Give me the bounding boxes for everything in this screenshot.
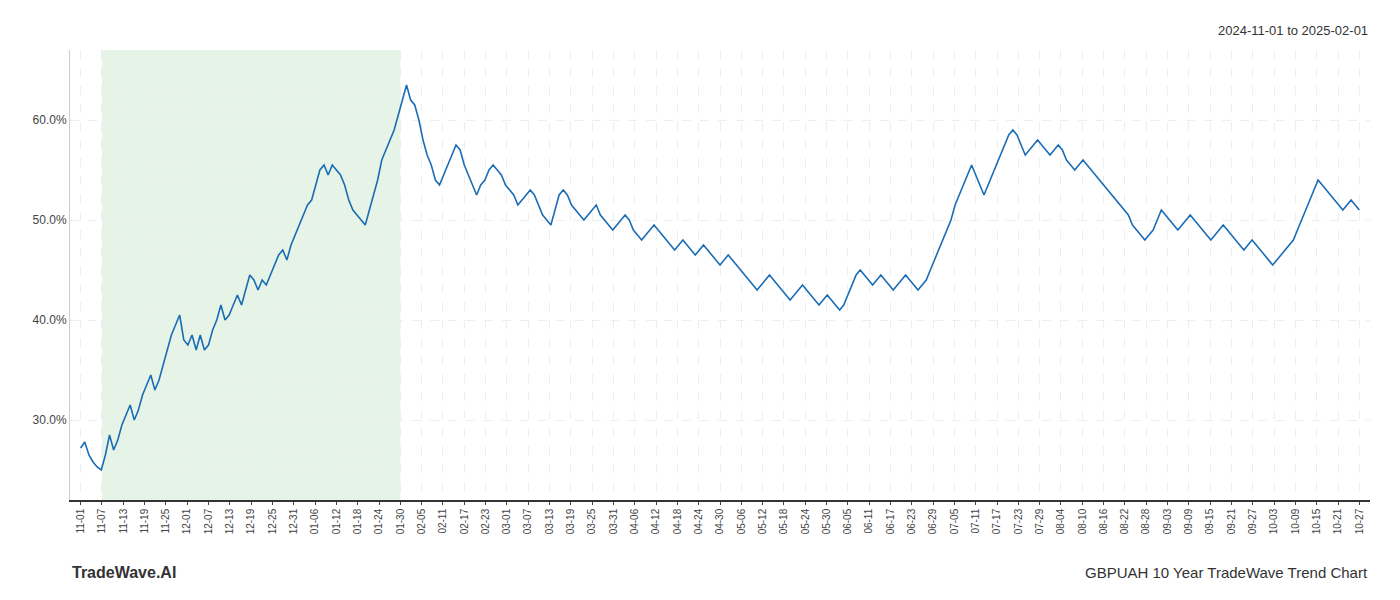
svg-text:04-18: 04-18 xyxy=(672,508,683,534)
svg-text:02-05: 02-05 xyxy=(416,508,427,534)
svg-text:04-30: 04-30 xyxy=(714,508,725,534)
svg-text:02-17: 02-17 xyxy=(459,508,470,534)
svg-text:08-28: 08-28 xyxy=(1140,508,1151,534)
svg-text:11-01: 11-01 xyxy=(75,508,86,533)
svg-text:05-24: 05-24 xyxy=(800,508,811,534)
svg-text:06-29: 06-29 xyxy=(927,508,938,534)
svg-text:11-25: 11-25 xyxy=(160,508,171,533)
svg-text:12-31: 12-31 xyxy=(288,508,299,534)
svg-text:07-11: 07-11 xyxy=(970,508,981,533)
svg-text:GBPUAH 10 Year TradeWave Trend: GBPUAH 10 Year TradeWave Trend Chart xyxy=(1085,564,1368,581)
svg-text:TradeWave.AI: TradeWave.AI xyxy=(72,564,176,581)
svg-text:05-30: 05-30 xyxy=(821,508,832,534)
svg-text:01-12: 01-12 xyxy=(331,508,342,534)
svg-text:30.0%: 30.0% xyxy=(33,413,67,427)
svg-text:04-12: 04-12 xyxy=(650,508,661,534)
svg-text:12-07: 12-07 xyxy=(203,508,214,534)
svg-text:12-13: 12-13 xyxy=(224,508,235,534)
svg-text:01-06: 01-06 xyxy=(309,508,320,534)
svg-text:10-21: 10-21 xyxy=(1332,508,1343,534)
svg-text:08-04: 08-04 xyxy=(1055,508,1066,534)
svg-text:03-19: 03-19 xyxy=(565,508,576,534)
svg-text:03-13: 03-13 xyxy=(544,508,555,534)
svg-text:07-17: 07-17 xyxy=(991,508,1002,534)
svg-text:10-15: 10-15 xyxy=(1311,508,1322,534)
svg-text:02-23: 02-23 xyxy=(480,508,491,534)
svg-text:09-03: 09-03 xyxy=(1162,508,1173,534)
svg-text:08-22: 08-22 xyxy=(1119,508,1130,534)
svg-text:60.0%: 60.0% xyxy=(33,113,67,127)
svg-text:03-07: 03-07 xyxy=(522,508,533,534)
svg-text:03-31: 03-31 xyxy=(608,508,619,534)
svg-text:01-18: 01-18 xyxy=(352,508,363,534)
svg-text:04-06: 04-06 xyxy=(629,508,640,534)
svg-text:09-27: 09-27 xyxy=(1247,508,1258,534)
svg-text:05-18: 05-18 xyxy=(778,508,789,534)
svg-text:40.0%: 40.0% xyxy=(33,313,67,327)
svg-text:05-06: 05-06 xyxy=(736,508,747,534)
svg-text:11-07: 11-07 xyxy=(96,508,107,533)
svg-text:12-19: 12-19 xyxy=(245,508,256,534)
svg-text:04-24: 04-24 xyxy=(693,508,704,534)
svg-text:50.0%: 50.0% xyxy=(33,213,67,227)
svg-text:07-23: 07-23 xyxy=(1013,508,1024,534)
svg-text:05-12: 05-12 xyxy=(757,508,768,534)
svg-text:09-09: 09-09 xyxy=(1183,508,1194,534)
svg-text:10-03: 10-03 xyxy=(1268,508,1279,534)
svg-text:06-17: 06-17 xyxy=(885,508,896,534)
svg-text:12-01: 12-01 xyxy=(181,508,192,534)
svg-text:08-10: 08-10 xyxy=(1077,508,1088,534)
svg-text:01-24: 01-24 xyxy=(373,508,384,534)
svg-text:01-30: 01-30 xyxy=(395,508,406,534)
svg-text:03-25: 03-25 xyxy=(586,508,597,534)
svg-text:09-21: 09-21 xyxy=(1226,508,1237,534)
svg-text:10-09: 10-09 xyxy=(1290,508,1301,534)
svg-text:11-19: 11-19 xyxy=(139,508,150,533)
svg-text:07-05: 07-05 xyxy=(949,508,960,534)
svg-text:08-16: 08-16 xyxy=(1098,508,1109,534)
svg-text:11-13: 11-13 xyxy=(118,508,129,533)
svg-text:02-11: 02-11 xyxy=(437,508,448,533)
svg-text:06-05: 06-05 xyxy=(842,508,853,534)
svg-text:2024-11-01 to 2025-02-01: 2024-11-01 to 2025-02-01 xyxy=(1218,23,1368,38)
svg-text:07-29: 07-29 xyxy=(1034,508,1045,534)
svg-text:03-01: 03-01 xyxy=(501,508,512,534)
svg-text:10-27: 10-27 xyxy=(1354,508,1365,534)
svg-text:06-11: 06-11 xyxy=(863,508,874,533)
svg-text:09-15: 09-15 xyxy=(1204,508,1215,534)
svg-text:12-25: 12-25 xyxy=(267,508,278,534)
svg-text:06-23: 06-23 xyxy=(906,508,917,534)
